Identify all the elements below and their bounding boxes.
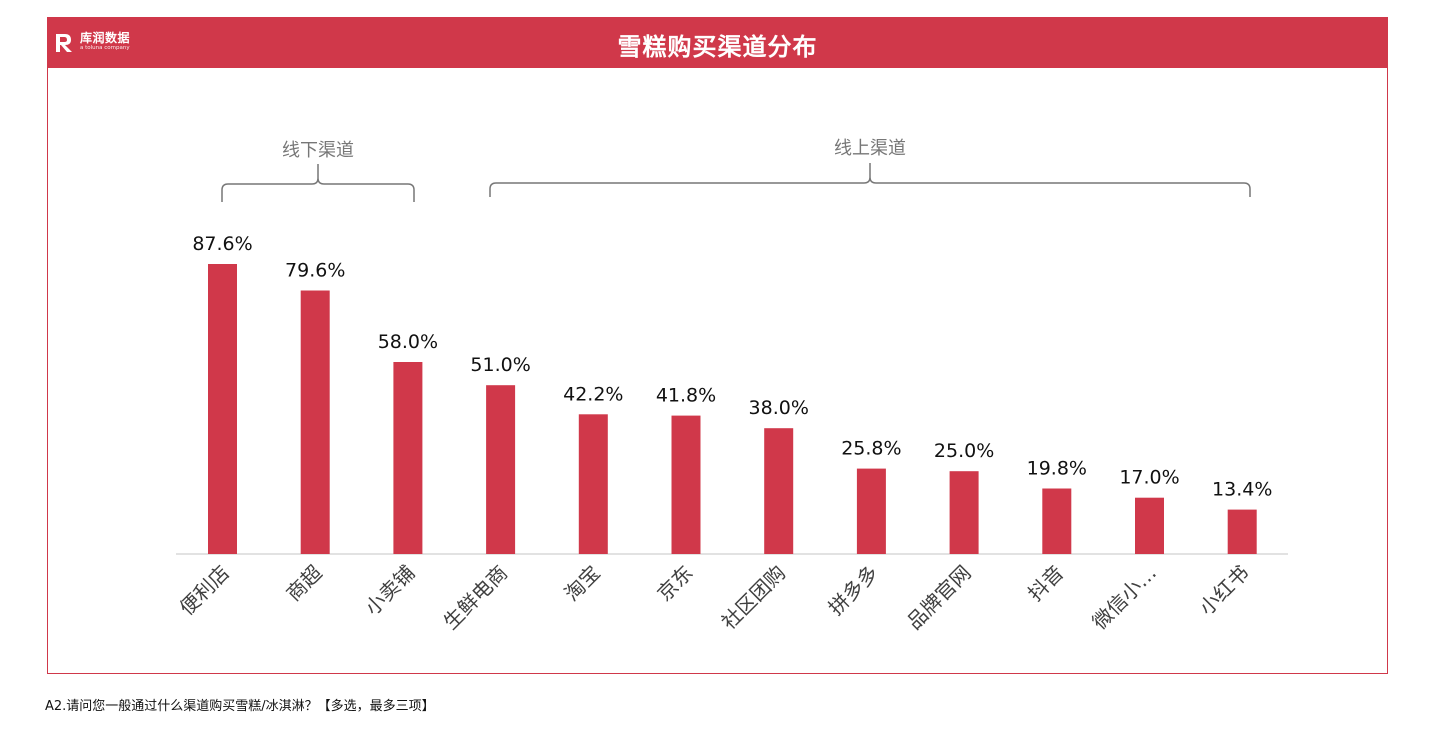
category-label-6: 社区团购 — [717, 561, 791, 635]
category-label-4: 淘宝 — [560, 561, 605, 606]
category-label-2: 小卖铺 — [360, 561, 419, 620]
logo: 库润数据 a toluna company — [54, 32, 130, 56]
logo-subtitle: a toluna company — [80, 45, 130, 51]
category-label-10: 微信小… — [1087, 561, 1161, 635]
bar-6 — [764, 428, 794, 554]
value-label-2: 58.0% — [378, 331, 438, 353]
footnote: A2.请问您一般通过什么渠道购买雪糕/冰淇淋？【多选，最多三项】 — [45, 699, 435, 714]
offline-bracket — [221, 164, 415, 202]
logo-name: 库润数据 — [80, 31, 131, 45]
value-label-4: 42.2% — [563, 383, 623, 405]
category-label-1: 商超 — [281, 561, 326, 606]
bar-0 — [208, 264, 237, 554]
chart-frame: 库润数据 a toluna company 雪糕购买渠道分布 — [47, 17, 1388, 674]
category-label-3: 生鲜电商 — [439, 561, 513, 635]
bar-10 — [1135, 497, 1164, 554]
value-label-1: 79.6% — [285, 260, 345, 282]
logo-icon — [56, 34, 72, 52]
value-label-0: 87.6% — [192, 233, 252, 255]
bar-11 — [1227, 509, 1257, 554]
category-label-11: 小红书 — [1194, 561, 1253, 620]
bar-3 — [486, 385, 516, 554]
bar-5 — [671, 415, 701, 554]
category-label-7: 拼多多 — [824, 561, 883, 620]
category-label-9: 抖音 — [1023, 561, 1068, 606]
bar-7 — [856, 468, 886, 554]
title-bar: 库润数据 a toluna company 雪糕购买渠道分布 — [48, 18, 1387, 68]
value-label-8: 25.0% — [934, 440, 994, 462]
bar-4 — [578, 414, 608, 554]
bar-1 — [300, 290, 330, 554]
category-label-8: 品牌官网 — [902, 561, 976, 635]
value-label-11: 13.4% — [1212, 479, 1272, 501]
category-labels-layer: 便利店 商超 小卖铺 生鲜电商 淘宝 京东 社区团购 拼多多 品牌官网 抖音 微信小… 小红书 — [175, 561, 1254, 635]
chart-title: 雪糕购买渠道分布 — [617, 33, 818, 61]
bar-8 — [949, 471, 979, 554]
value-label-10: 17.0% — [1119, 467, 1179, 489]
value-labels-layer: 87.6% 79.6% 58.0% 51.0% 42.2% 41.8% 38.0% 25.8%… — [192, 233, 1272, 501]
online-bracket — [489, 163, 1251, 197]
bar-2 — [393, 362, 423, 554]
value-label-6: 38.0% — [749, 397, 809, 419]
category-label-0: 便利店 — [175, 561, 234, 620]
bar-9 — [1042, 488, 1072, 554]
category-label-5: 京东 — [652, 561, 697, 606]
bars-layer — [208, 264, 1257, 554]
value-label-9: 19.8% — [1027, 458, 1087, 480]
offline-group-label: 线下渠道 — [282, 140, 354, 161]
value-label-7: 25.8% — [841, 438, 901, 460]
value-label-3: 51.0% — [470, 354, 530, 376]
value-label-5: 41.8% — [656, 385, 716, 407]
online-group-label: 线上渠道 — [834, 138, 906, 159]
